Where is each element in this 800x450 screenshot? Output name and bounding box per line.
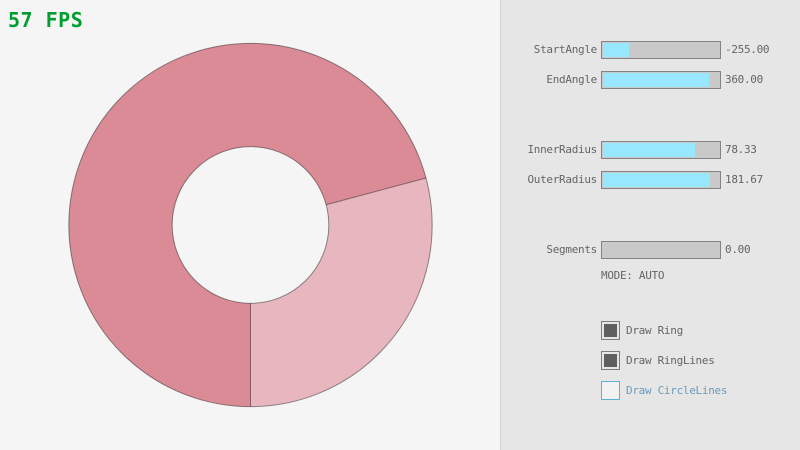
ring-inner-outline bbox=[171, 146, 330, 304]
outer-radius-slider-fill bbox=[603, 173, 711, 187]
segments-label: Segments bbox=[546, 243, 597, 256]
checkbox-check-mark bbox=[604, 354, 617, 367]
end-angle-slider-fill bbox=[603, 73, 710, 87]
controls-panel: StartAngle -255.00 EndAngle 360.00 Inner… bbox=[500, 0, 800, 450]
mode-text: MODE: AUTO bbox=[601, 269, 665, 282]
draw-circlelines-checkbox[interactable] bbox=[601, 381, 620, 400]
start-angle-label: StartAngle bbox=[533, 43, 598, 56]
end-angle-label: EndAngle bbox=[546, 73, 597, 86]
draw-ring-checkbox-label: Draw Ring bbox=[626, 324, 683, 337]
end-angle-value: 360.00 bbox=[725, 73, 763, 86]
ring-outer-outline bbox=[68, 42, 433, 408]
start-angle-slider-fill bbox=[603, 43, 629, 57]
checkbox-check-mark bbox=[604, 324, 617, 337]
draw-ring-checkbox-row: Draw Ring bbox=[501, 321, 800, 340]
start-angle-slider[interactable] bbox=[601, 41, 721, 59]
inner-radius-slider-fill bbox=[603, 143, 696, 157]
outer-radius-value: 181.67 bbox=[725, 173, 763, 186]
draw-circlelines-checkbox-row: Draw CircleLines bbox=[501, 381, 800, 400]
ring-graphic bbox=[68, 42, 433, 408]
outer-radius-row: OuterRadius 181.67 bbox=[501, 171, 800, 189]
inner-radius-value: 78.33 bbox=[725, 143, 757, 156]
segments-slider[interactable] bbox=[601, 241, 721, 259]
segments-value: 0.00 bbox=[725, 243, 751, 256]
draw-ringlines-checkbox[interactable] bbox=[601, 351, 620, 370]
start-angle-value: -255.00 bbox=[725, 43, 770, 56]
inner-radius-label: InnerRadius bbox=[527, 143, 597, 156]
outer-radius-label: OuterRadius bbox=[527, 173, 597, 186]
fps-counter: 57 FPS bbox=[8, 8, 84, 32]
ring-sector-single bbox=[250, 177, 433, 407]
outer-radius-slider[interactable] bbox=[601, 171, 721, 189]
draw-ringlines-checkbox-row: Draw RingLines bbox=[501, 351, 800, 370]
inner-radius-slider[interactable] bbox=[601, 141, 721, 159]
end-angle-row: EndAngle 360.00 bbox=[501, 71, 800, 89]
draw-ring-checkbox[interactable] bbox=[601, 321, 620, 340]
inner-radius-row: InnerRadius 78.33 bbox=[501, 141, 800, 159]
ring-sector-double bbox=[68, 43, 426, 407]
ring-edge-line bbox=[326, 177, 427, 206]
draw-circlelines-checkbox-label: Draw CircleLines bbox=[626, 384, 728, 397]
start-angle-row: StartAngle -255.00 bbox=[501, 41, 800, 59]
segments-row: Segments 0.00 bbox=[501, 241, 800, 259]
draw-ringlines-checkbox-label: Draw RingLines bbox=[626, 354, 715, 367]
end-angle-slider[interactable] bbox=[601, 71, 721, 89]
